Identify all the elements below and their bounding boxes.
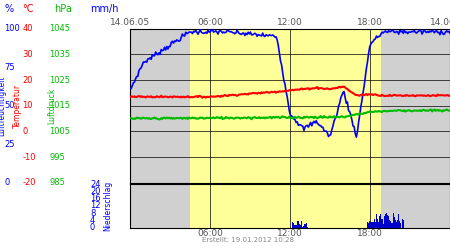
- Text: 50: 50: [4, 101, 15, 110]
- Bar: [388, 216, 389, 228]
- Bar: [381, 29, 450, 183]
- Text: 0: 0: [90, 223, 95, 232]
- Bar: [367, 222, 368, 228]
- Text: 20: 20: [90, 187, 100, 196]
- Bar: [292, 222, 293, 228]
- Text: 0: 0: [22, 127, 28, 136]
- Bar: [302, 226, 303, 228]
- Bar: [305, 224, 306, 228]
- Text: 30: 30: [22, 50, 33, 59]
- Bar: [381, 184, 450, 228]
- Bar: [307, 226, 308, 228]
- Bar: [300, 225, 301, 228]
- Text: -20: -20: [22, 178, 36, 187]
- Text: 24: 24: [90, 180, 100, 188]
- Bar: [370, 222, 371, 228]
- Text: -10: -10: [22, 152, 36, 162]
- Text: Temperatur: Temperatur: [13, 84, 22, 128]
- Bar: [397, 220, 398, 228]
- Text: 1035: 1035: [50, 50, 71, 59]
- Bar: [303, 226, 305, 228]
- Text: 0: 0: [4, 178, 10, 187]
- Bar: [396, 222, 397, 228]
- Bar: [293, 224, 294, 228]
- Bar: [294, 224, 296, 228]
- Text: 10: 10: [22, 101, 33, 110]
- Text: mm/h: mm/h: [90, 4, 118, 14]
- Text: 1015: 1015: [50, 101, 71, 110]
- Bar: [368, 223, 369, 228]
- Bar: [374, 219, 375, 228]
- Text: hPa: hPa: [54, 4, 72, 14]
- Bar: [394, 217, 395, 228]
- Text: 75: 75: [4, 63, 15, 72]
- Bar: [384, 216, 385, 228]
- Text: Erstellt: 19.01.2012 10:28: Erstellt: 19.01.2012 10:28: [202, 236, 293, 242]
- Text: 12: 12: [90, 201, 100, 210]
- Bar: [378, 222, 379, 228]
- Bar: [130, 29, 190, 183]
- Text: 1025: 1025: [50, 76, 71, 84]
- Bar: [190, 29, 381, 183]
- Bar: [382, 224, 384, 228]
- Text: 995: 995: [50, 152, 65, 162]
- Text: 25: 25: [4, 140, 15, 149]
- Bar: [401, 219, 403, 228]
- Text: 8: 8: [90, 208, 95, 218]
- Text: 20: 20: [22, 76, 33, 84]
- Bar: [297, 221, 298, 228]
- Text: %: %: [4, 4, 13, 14]
- Bar: [130, 184, 190, 228]
- Bar: [389, 220, 390, 228]
- Bar: [299, 224, 300, 228]
- Bar: [403, 220, 404, 228]
- Bar: [371, 222, 373, 228]
- Text: Luftfeuchtigkeit: Luftfeuchtigkeit: [0, 76, 7, 136]
- Text: 1045: 1045: [50, 24, 71, 33]
- Bar: [379, 216, 380, 228]
- Bar: [298, 222, 299, 228]
- Bar: [377, 219, 378, 228]
- Bar: [306, 224, 307, 228]
- Text: 100: 100: [4, 24, 20, 33]
- Bar: [375, 222, 376, 228]
- Bar: [398, 214, 399, 228]
- Text: 1005: 1005: [50, 127, 71, 136]
- Text: 16: 16: [90, 194, 101, 203]
- Bar: [399, 221, 400, 228]
- Bar: [400, 223, 401, 228]
- Text: Luftdruck: Luftdruck: [47, 88, 56, 124]
- Bar: [380, 214, 382, 228]
- Text: °C: °C: [22, 4, 34, 14]
- Bar: [392, 214, 394, 228]
- Bar: [301, 221, 302, 228]
- Text: 40: 40: [22, 24, 33, 33]
- Bar: [395, 220, 396, 228]
- Bar: [386, 212, 387, 228]
- Bar: [369, 221, 370, 228]
- Bar: [296, 225, 297, 228]
- Bar: [190, 184, 381, 228]
- Bar: [387, 215, 388, 228]
- Text: 985: 985: [50, 178, 65, 187]
- Bar: [376, 214, 377, 228]
- Bar: [385, 214, 386, 228]
- Text: 4: 4: [90, 216, 95, 225]
- Text: Niederschlag: Niederschlag: [104, 181, 112, 231]
- Bar: [390, 221, 392, 228]
